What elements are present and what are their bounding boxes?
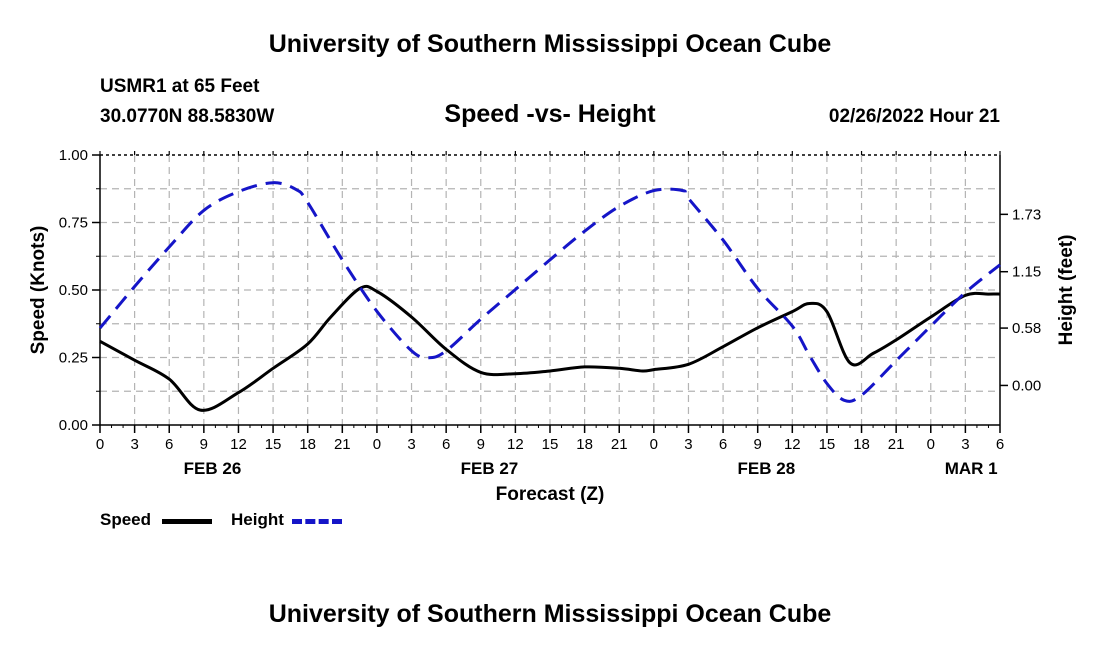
x-tick-label: 6 (719, 436, 727, 453)
y-axis-title: Speed (Knots) (28, 226, 49, 355)
legend-height-label: Height (231, 510, 284, 529)
y2-tick-label: 0.00 (1012, 377, 1041, 394)
x-axis-title: Forecast (Z) (496, 484, 605, 505)
x-date-label: FEB 28 (738, 459, 796, 478)
x-date-label: FEB 27 (461, 459, 519, 478)
x-tick-label: 9 (754, 436, 762, 453)
footer-title: University of Southern Mississippi Ocean… (268, 600, 832, 628)
x-tick-label: 6 (996, 436, 1004, 453)
x-tick-label: 3 (684, 436, 692, 453)
x-tick-label: 12 (507, 436, 524, 453)
x-tick-label: 0 (373, 436, 381, 453)
x-tick-label: 18 (576, 436, 593, 453)
x-tick-label: 6 (442, 436, 450, 453)
chart-main-title: University of Southern Mississippi Ocean… (268, 30, 832, 58)
x-tick-label: 6 (165, 436, 173, 453)
station-label: USMR1 at 65 Feet (100, 76, 260, 97)
y2-tick-label: 1.15 (1012, 264, 1041, 281)
y2-tick-label: 0.58 (1012, 320, 1041, 337)
legend-speed-swatch (162, 519, 212, 524)
height-series-line (98, 181, 1001, 403)
chart-subtitle: Speed -vs- Height (444, 100, 656, 128)
y-tick-label: 1.00 (59, 147, 88, 164)
x-tick-label: 18 (853, 436, 870, 453)
y2-axis-title: Height (feet) (1056, 235, 1077, 346)
y-tick-label: 0.50 (59, 282, 88, 299)
y-tick-label: 0.25 (59, 350, 88, 367)
x-tick-label: 9 (477, 436, 485, 453)
x-tick-label: 9 (200, 436, 208, 453)
y2-tick-label: 1.73 (1012, 206, 1041, 223)
x-date-label: FEB 26 (184, 459, 242, 478)
forecast-date-label: 02/26/2022 Hour 21 (828, 106, 1000, 127)
x-date-label: MAR 1 (945, 459, 998, 478)
x-tick-label: 21 (611, 436, 628, 453)
x-tick-label: 21 (334, 436, 351, 453)
x-tick-label: 18 (299, 436, 316, 453)
x-tick-label: 21 (888, 436, 905, 453)
x-tick-label: 3 (961, 436, 969, 453)
legend-height-swatch (292, 519, 342, 524)
legend-speed-label: Speed (100, 510, 152, 529)
x-tick-label: 12 (230, 436, 247, 453)
x-tick-label: 0 (96, 436, 104, 453)
x-tick-label: 15 (265, 436, 282, 453)
x-tick-label: 3 (407, 436, 415, 453)
y-tick-label: 0.75 (59, 215, 88, 232)
x-tick-label: 0 (650, 436, 658, 453)
x-tick-label: 15 (819, 436, 836, 453)
x-tick-label: 0 (927, 436, 935, 453)
x-tick-label: 12 (784, 436, 801, 453)
coordinates-label: 30.0770N 88.5830W (100, 106, 275, 127)
x-tick-label: 3 (130, 436, 138, 453)
y-tick-label: 0.00 (59, 417, 88, 434)
speed-series-line (99, 284, 1001, 412)
x-tick-label: 15 (542, 436, 559, 453)
